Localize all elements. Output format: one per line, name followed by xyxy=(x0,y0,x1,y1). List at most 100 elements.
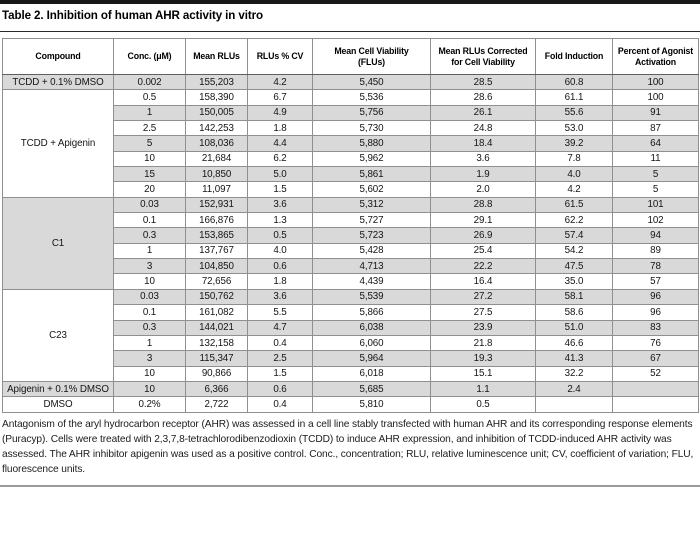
table-row: 3 115,347 2.5 5,964 19.3 41.3 67 xyxy=(3,350,699,367)
cell-rlus-cv: 6.2 xyxy=(247,150,313,168)
cell-cell-viability: 5,723 xyxy=(312,227,431,244)
cell-mean-rlus: 137,767 xyxy=(185,242,248,260)
cell-rlus-corrected: 16.4 xyxy=(430,273,536,290)
cell-agonist-activation: 96 xyxy=(612,304,699,321)
cell-cell-viability: 5,962 xyxy=(312,150,431,168)
cell-rlus-cv: 0.4 xyxy=(247,334,313,352)
table-row: TCDD + 0.1% DMSO 0.002 155,203 4.2 5,450 28.5… xyxy=(2,73,699,91)
cell-conc: 5 xyxy=(113,135,186,152)
cell-rlus-corrected: 27.2 xyxy=(430,288,536,306)
cell-rlus-cv: 0.5 xyxy=(247,227,313,244)
cell-rlus-corrected: 22.2 xyxy=(430,258,536,275)
cell-conc: 20 xyxy=(113,181,186,198)
cell-cell-viability: 5,866 xyxy=(312,304,431,321)
table-row: 0.3 144,021 4.7 6,038 23.9 51.0 83 xyxy=(3,319,699,336)
cell-conc: 0.3 xyxy=(113,319,186,336)
cell-rlus-corrected: 18.4 xyxy=(430,135,536,152)
cell-agonist-activation: 76 xyxy=(612,334,699,352)
cell-agonist-activation: 102 xyxy=(612,212,699,229)
cell-rlus-corrected: 28.8 xyxy=(430,196,536,214)
cell-agonist-activation: 100 xyxy=(612,73,699,91)
cell-fold-induction: 61.1 xyxy=(535,89,613,106)
cell-conc: 10 xyxy=(113,380,186,398)
cell-cell-viability: 5,536 xyxy=(312,89,431,106)
cell-fold-induction: 62.2 xyxy=(535,212,613,229)
cell-cell-viability: 5,685 xyxy=(312,380,431,398)
cell-rlus-cv: 1.5 xyxy=(247,181,313,198)
cell-rlus-cv: 2.5 xyxy=(247,350,313,367)
cell-rlus-corrected: 27.5 xyxy=(430,304,536,321)
cell-mean-rlus: 150,762 xyxy=(185,288,248,306)
cell-fold-induction: 61.5 xyxy=(535,196,613,214)
cell-fold-induction: 54.2 xyxy=(535,242,613,260)
cell-rlus-cv: 5.5 xyxy=(247,304,313,321)
table-row: 3 104,850 0.6 4,713 22.2 47.5 78 xyxy=(3,258,699,275)
compound-cell: TCDD + 0.1% DMSO xyxy=(2,73,114,91)
cell-rlus-corrected: 26.1 xyxy=(430,104,536,122)
cell-mean-rlus: 104,850 xyxy=(185,258,248,275)
cell-conc: 15 xyxy=(113,166,186,183)
table-row: 0.1 161,082 5.5 5,866 27.5 58.6 96 xyxy=(3,304,699,321)
cell-conc: 0.3 xyxy=(113,227,186,244)
cell-agonist-activation: 101 xyxy=(612,196,699,214)
col-header-rlus-cv: RLUs % CV xyxy=(247,38,313,75)
cell-rlus-corrected: 26.9 xyxy=(430,227,536,244)
cell-cell-viability: 5,727 xyxy=(312,212,431,229)
cell-conc: 0.03 xyxy=(113,196,186,214)
cell-agonist-activation: 89 xyxy=(612,242,699,260)
cell-rlus-cv: 4.2 xyxy=(247,73,313,91)
cell-fold-induction: 51.0 xyxy=(535,319,613,336)
cell-conc: 1 xyxy=(113,334,186,352)
cell-mean-rlus: 144,021 xyxy=(185,319,248,336)
cell-fold-induction: 39.2 xyxy=(535,135,613,152)
cell-conc: 10 xyxy=(113,365,186,382)
cell-fold-induction: 2.4 xyxy=(535,380,613,398)
cell-mean-rlus: 150,005 xyxy=(185,104,248,122)
cell-mean-rlus: 72,656 xyxy=(185,273,248,290)
table-row: 1 137,767 4.0 5,428 25.4 54.2 89 xyxy=(3,242,699,260)
cell-conc: 2.5 xyxy=(113,120,186,137)
cell-agonist-activation: 83 xyxy=(612,319,699,336)
cell-cell-viability: 5,880 xyxy=(312,135,431,152)
cell-rlus-cv: 3.6 xyxy=(247,196,313,214)
cell-cell-viability: 6,038 xyxy=(312,319,431,336)
cell-cell-viability: 5,730 xyxy=(312,120,431,137)
cell-conc: 1 xyxy=(113,242,186,260)
table-header: Compound Conc. (μM) Mean RLUs RLUs % CV Mean… xyxy=(2,38,699,75)
cell-mean-rlus: 161,082 xyxy=(185,304,248,321)
cell-cell-viability: 4,439 xyxy=(312,273,431,290)
cell-agonist-activation: 91 xyxy=(612,104,699,122)
cell-cell-viability: 5,964 xyxy=(312,350,431,367)
col-header-fold-induction: Fold Induction xyxy=(535,38,613,75)
cell-mean-rlus: 6,366 xyxy=(185,380,248,398)
table-row: 5 108,036 4.4 5,880 18.4 39.2 64 xyxy=(3,135,699,152)
cell-fold-induction: 35.0 xyxy=(535,273,613,290)
cell-fold-induction: 57.4 xyxy=(535,227,613,244)
cell-conc: 0.002 xyxy=(113,73,186,91)
top-divider-bar xyxy=(0,0,700,4)
cell-rlus-cv: 0.6 xyxy=(247,258,313,275)
cell-rlus-cv: 3.6 xyxy=(247,288,313,306)
cell-mean-rlus: 152,931 xyxy=(185,196,248,214)
compound-cell: DMSO xyxy=(2,396,114,413)
cell-agonist-activation: 11 xyxy=(612,150,699,168)
cell-conc: 0.1 xyxy=(113,304,186,321)
cell-cell-viability: 5,602 xyxy=(312,181,431,198)
cell-fold-induction: 46.6 xyxy=(535,334,613,352)
cell-rlus-cv: 1.8 xyxy=(247,273,313,290)
cell-mean-rlus: 132,158 xyxy=(185,334,248,352)
compound-cell: C23 xyxy=(2,288,114,382)
ahr-inhibition-table: Compound Conc. (μM) Mean RLUs RLUs % CV Mean… xyxy=(2,38,699,413)
cell-conc: 10 xyxy=(113,273,186,290)
cell-mean-rlus: 2,722 xyxy=(185,396,248,413)
table-title: Table 2. Inhibition of human AHR activit… xyxy=(2,9,264,22)
cell-fold-induction: 55.6 xyxy=(535,104,613,122)
table-row: TCDD + Apigenin 0.5 158,390 6.7 5,536 28.6 61.… xyxy=(2,89,699,198)
cell-mean-rlus: 11,097 xyxy=(185,181,248,198)
cell-agonist-activation: 87 xyxy=(612,120,699,137)
cell-mean-rlus: 166,876 xyxy=(185,212,248,229)
cell-cell-viability: 5,861 xyxy=(312,166,431,183)
cell-rlus-cv: 1.5 xyxy=(247,365,313,382)
cell-rlus-cv: 6.7 xyxy=(247,89,313,106)
col-header-cell-viability: Mean Cell Viability (FLUs) xyxy=(312,38,431,75)
